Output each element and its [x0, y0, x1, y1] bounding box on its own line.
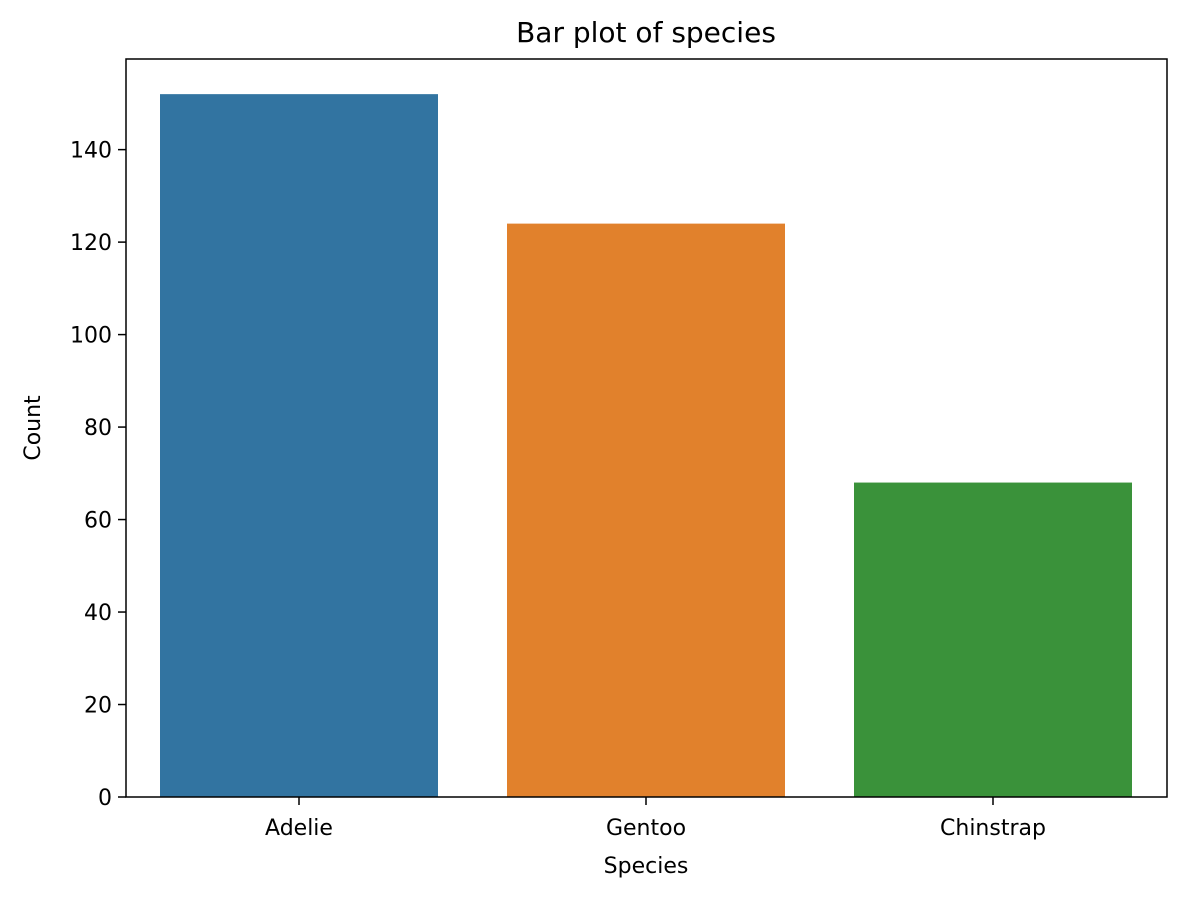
y-axis-label: Count: [21, 395, 46, 461]
bar-gentoo: [507, 223, 785, 797]
chart-title: Bar plot of species: [516, 16, 776, 49]
x-tick-label: Adelie: [265, 816, 333, 841]
y-tick-label: 120: [70, 231, 112, 256]
y-tick-label: 40: [84, 601, 112, 626]
x-tick-label: Gentoo: [606, 816, 686, 841]
bars-layer: [160, 94, 1132, 797]
y-tick-label: 140: [70, 139, 112, 164]
y-tick-label: 80: [84, 416, 112, 441]
y-tick-label: 60: [84, 509, 112, 534]
y-tick-label: 100: [70, 324, 112, 349]
x-axis: Adelie Gentoo Chinstrap: [265, 797, 1046, 841]
y-tick-label: 20: [84, 694, 112, 719]
bar-adelie: [160, 94, 438, 797]
bar-chinstrap: [854, 482, 1132, 797]
y-tick-label: 0: [98, 786, 112, 811]
x-tick-label: Chinstrap: [940, 816, 1046, 841]
y-axis: 0 20 40 60 80 100 120 140: [70, 139, 126, 811]
x-axis-label: Species: [604, 854, 689, 879]
plot-frame: [125, 58, 1168, 798]
